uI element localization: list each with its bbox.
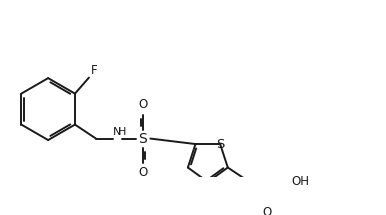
Text: O: O	[138, 98, 147, 111]
Text: H: H	[117, 127, 126, 137]
Text: N: N	[113, 127, 121, 137]
Text: S: S	[139, 132, 147, 146]
Text: F: F	[90, 64, 97, 77]
Text: O: O	[262, 206, 272, 215]
Text: O: O	[138, 166, 147, 179]
Text: S: S	[216, 138, 224, 150]
Text: OH: OH	[292, 175, 310, 188]
